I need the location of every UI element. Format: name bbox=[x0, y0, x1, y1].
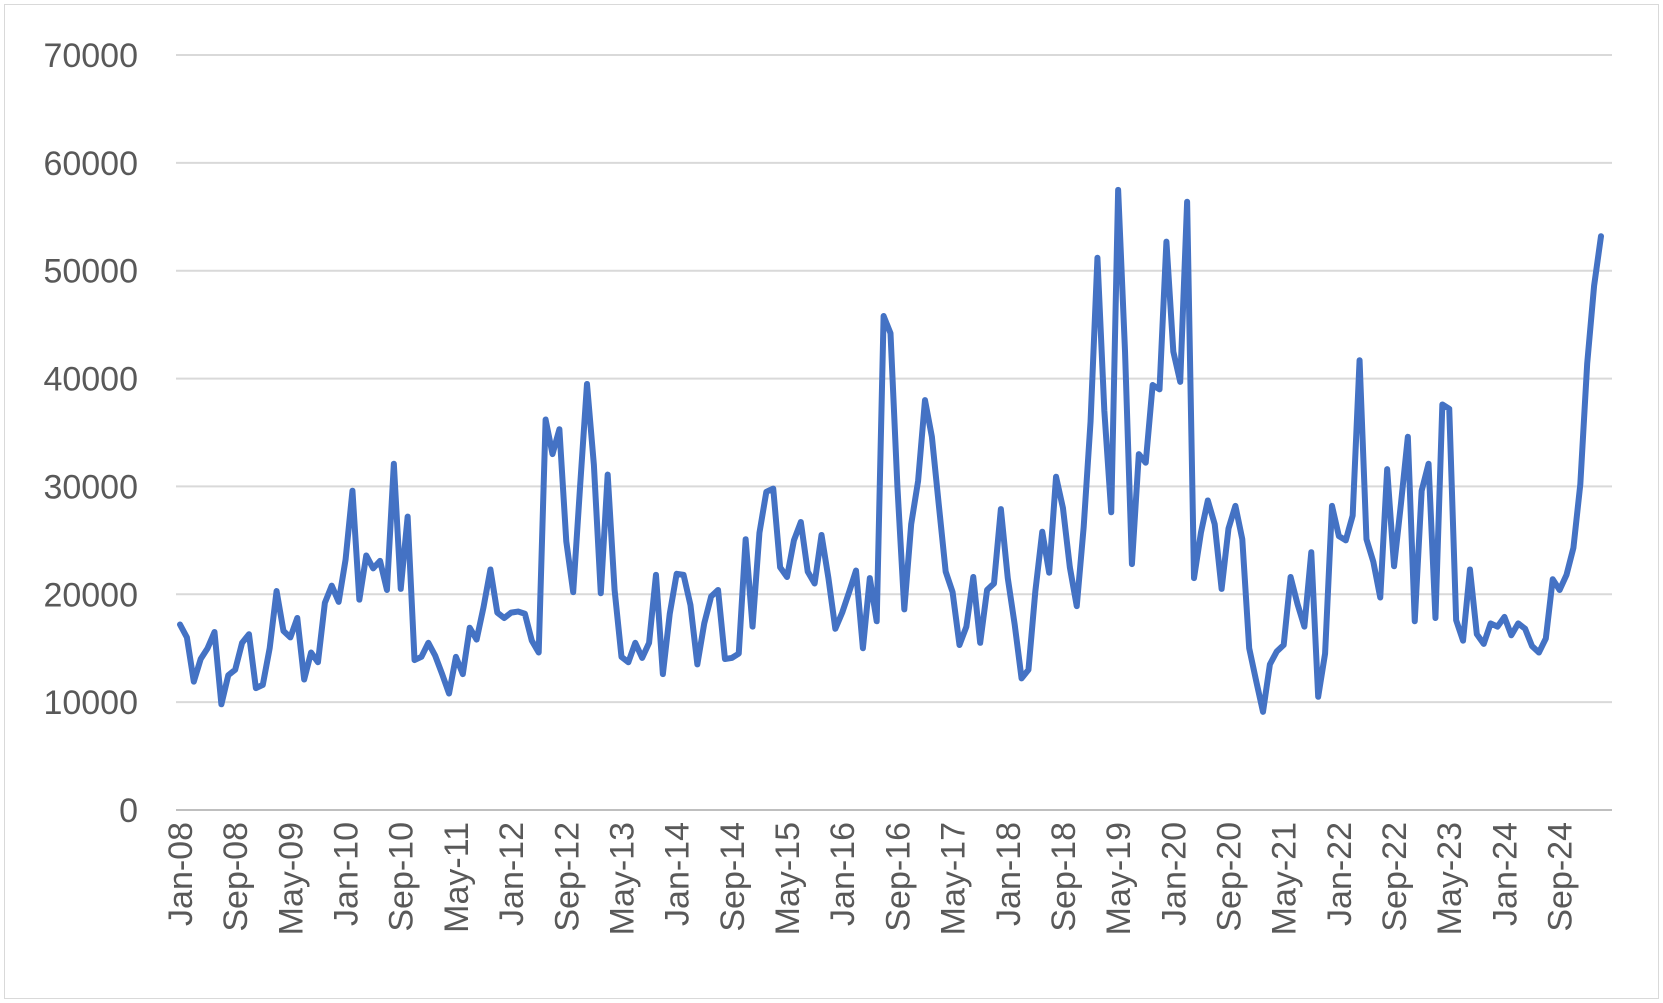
y-tick-label: 70000 bbox=[43, 37, 138, 75]
x-tick-label: Jan-14 bbox=[659, 822, 697, 926]
series-group bbox=[177, 186, 1604, 715]
x-tick-label: May-09 bbox=[272, 822, 310, 935]
x-tick-label: Sep-22 bbox=[1376, 822, 1414, 932]
x-tick-label: Jan-24 bbox=[1486, 822, 1524, 926]
x-tick-label: Jan-08 bbox=[162, 822, 200, 926]
x-tick-label: Sep-18 bbox=[1045, 822, 1083, 932]
y-tick-label: 40000 bbox=[43, 361, 138, 399]
x-tick-label: Sep-24 bbox=[1542, 822, 1580, 932]
x-tick-label: Jan-12 bbox=[493, 822, 531, 926]
series-line bbox=[177, 186, 1604, 715]
y-tick-label: 10000 bbox=[43, 684, 138, 722]
x-tick-label: May-21 bbox=[1266, 822, 1304, 935]
y-tick-label: 20000 bbox=[43, 576, 138, 614]
y-tick-label: 30000 bbox=[43, 468, 138, 506]
x-tick-label: May-17 bbox=[935, 822, 973, 935]
x-tick-label: Jan-18 bbox=[990, 822, 1028, 926]
y-axis-ticks: 0 10000 20000 30000 40000 50000 60000 70000 bbox=[43, 37, 138, 830]
x-tick-label: Sep-20 bbox=[1211, 822, 1249, 932]
x-tick-label: May-13 bbox=[603, 822, 641, 935]
x-tick-label: Sep-16 bbox=[879, 822, 917, 932]
x-tick-label: May-11 bbox=[438, 822, 476, 933]
x-axis-ticks: Jan-08 Sep-08 May-09 Jan-10 Sep-10 May-11 Jan-… bbox=[162, 822, 1580, 935]
x-tick-label: Sep-14 bbox=[714, 822, 752, 932]
y-tick-label: 0 bbox=[119, 792, 138, 830]
y-tick-label: 60000 bbox=[43, 145, 138, 183]
x-tick-label: Jan-20 bbox=[1155, 822, 1193, 926]
x-tick-label: Jan-16 bbox=[824, 822, 862, 926]
x-tick-label: May-19 bbox=[1100, 822, 1138, 935]
y-tick-label: 50000 bbox=[43, 253, 138, 291]
x-tick-label: Sep-08 bbox=[217, 822, 255, 932]
x-tick-label: Jan-10 bbox=[328, 822, 366, 926]
x-tick-label: Jan-22 bbox=[1321, 822, 1359, 926]
x-tick-label: May-23 bbox=[1431, 822, 1469, 935]
x-tick-label: Sep-10 bbox=[383, 822, 421, 932]
x-tick-label: May-15 bbox=[769, 822, 807, 935]
x-tick-label: Sep-12 bbox=[548, 822, 586, 932]
